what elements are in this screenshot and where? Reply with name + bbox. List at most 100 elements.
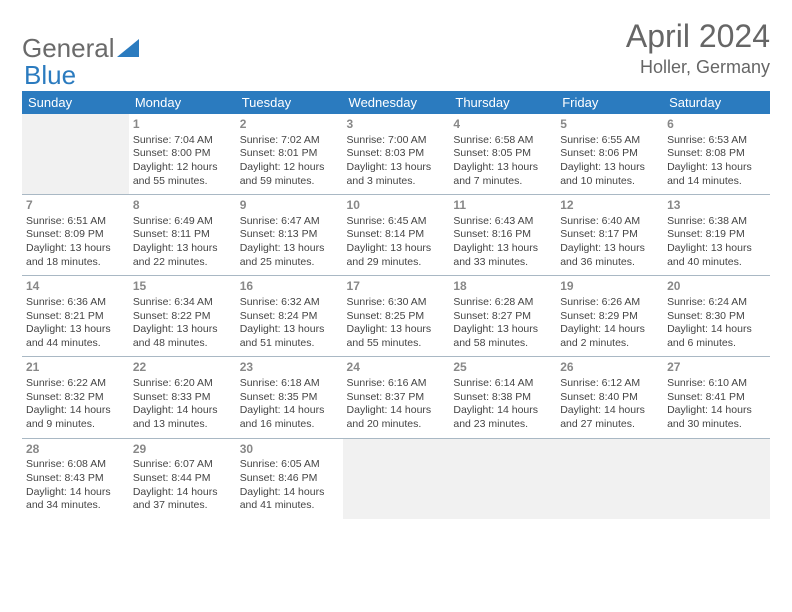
sunrise-text: Sunrise: 6:18 AM — [240, 377, 339, 391]
daylight-text: Daylight: 14 hours and 2 minutes. — [560, 323, 659, 350]
day-header: Friday — [556, 91, 663, 114]
sunrise-text: Sunrise: 6:16 AM — [347, 377, 446, 391]
sunset-text: Sunset: 8:16 PM — [453, 228, 552, 242]
calendar-day-cell: 8Sunrise: 6:49 AMSunset: 8:11 PMDaylight… — [129, 195, 236, 276]
day-number: 10 — [347, 198, 446, 214]
sunset-text: Sunset: 8:37 PM — [347, 391, 446, 405]
calendar-day-cell: 12Sunrise: 6:40 AMSunset: 8:17 PMDayligh… — [556, 195, 663, 276]
sunset-text: Sunset: 8:01 PM — [240, 147, 339, 161]
logo-triangle-icon — [117, 39, 139, 57]
sunset-text: Sunset: 8:11 PM — [133, 228, 232, 242]
day-number: 9 — [240, 198, 339, 214]
day-number: 3 — [347, 117, 446, 133]
day-number: 25 — [453, 360, 552, 376]
sunset-text: Sunset: 8:09 PM — [26, 228, 125, 242]
calendar-empty-cell — [449, 438, 556, 519]
sunset-text: Sunset: 8:38 PM — [453, 391, 552, 405]
calendar-day-cell: 6Sunrise: 6:53 AMSunset: 8:08 PMDaylight… — [663, 114, 770, 195]
sunrise-text: Sunrise: 6:55 AM — [560, 134, 659, 148]
sunrise-text: Sunrise: 6:53 AM — [667, 134, 766, 148]
daylight-text: Daylight: 14 hours and 23 minutes. — [453, 404, 552, 431]
daylight-text: Daylight: 13 hours and 7 minutes. — [453, 161, 552, 188]
day-number: 17 — [347, 279, 446, 295]
day-number: 13 — [667, 198, 766, 214]
sunrise-text: Sunrise: 6:32 AM — [240, 296, 339, 310]
calendar-day-cell: 25Sunrise: 6:14 AMSunset: 8:38 PMDayligh… — [449, 357, 556, 438]
day-number: 28 — [26, 442, 125, 458]
day-number: 22 — [133, 360, 232, 376]
daylight-text: Daylight: 13 hours and 51 minutes. — [240, 323, 339, 350]
daylight-text: Daylight: 14 hours and 6 minutes. — [667, 323, 766, 350]
day-number: 1 — [133, 117, 232, 133]
daylight-text: Daylight: 14 hours and 37 minutes. — [133, 486, 232, 513]
sunrise-text: Sunrise: 6:10 AM — [667, 377, 766, 391]
sunrise-text: Sunrise: 7:02 AM — [240, 134, 339, 148]
daylight-text: Daylight: 12 hours and 55 minutes. — [133, 161, 232, 188]
calendar-day-cell: 28Sunrise: 6:08 AMSunset: 8:43 PMDayligh… — [22, 438, 129, 519]
sunrise-text: Sunrise: 6:47 AM — [240, 215, 339, 229]
sunset-text: Sunset: 8:03 PM — [347, 147, 446, 161]
sunset-text: Sunset: 8:29 PM — [560, 310, 659, 324]
day-number: 11 — [453, 198, 552, 214]
daylight-text: Daylight: 13 hours and 25 minutes. — [240, 242, 339, 269]
daylight-text: Daylight: 13 hours and 29 minutes. — [347, 242, 446, 269]
sunset-text: Sunset: 8:19 PM — [667, 228, 766, 242]
sunrise-text: Sunrise: 6:28 AM — [453, 296, 552, 310]
calendar-day-cell: 21Sunrise: 6:22 AMSunset: 8:32 PMDayligh… — [22, 357, 129, 438]
calendar-day-cell: 5Sunrise: 6:55 AMSunset: 8:06 PMDaylight… — [556, 114, 663, 195]
day-number: 23 — [240, 360, 339, 376]
calendar-day-cell: 30Sunrise: 6:05 AMSunset: 8:46 PMDayligh… — [236, 438, 343, 519]
sunset-text: Sunset: 8:25 PM — [347, 310, 446, 324]
sunset-text: Sunset: 8:00 PM — [133, 147, 232, 161]
calendar-header-row: SundayMondayTuesdayWednesdayThursdayFrid… — [22, 91, 770, 114]
daylight-text: Daylight: 14 hours and 16 minutes. — [240, 404, 339, 431]
day-number: 14 — [26, 279, 125, 295]
calendar-day-cell: 20Sunrise: 6:24 AMSunset: 8:30 PMDayligh… — [663, 276, 770, 357]
calendar-week-row: 1Sunrise: 7:04 AMSunset: 8:00 PMDaylight… — [22, 114, 770, 195]
calendar-empty-cell — [343, 438, 450, 519]
daylight-text: Daylight: 13 hours and 48 minutes. — [133, 323, 232, 350]
day-number: 12 — [560, 198, 659, 214]
day-number: 16 — [240, 279, 339, 295]
calendar-week-row: 21Sunrise: 6:22 AMSunset: 8:32 PMDayligh… — [22, 357, 770, 438]
day-number: 26 — [560, 360, 659, 376]
daylight-text: Daylight: 13 hours and 44 minutes. — [26, 323, 125, 350]
calendar-day-cell: 27Sunrise: 6:10 AMSunset: 8:41 PMDayligh… — [663, 357, 770, 438]
logo-text-1: General — [22, 33, 115, 64]
calendar-day-cell: 13Sunrise: 6:38 AMSunset: 8:19 PMDayligh… — [663, 195, 770, 276]
calendar-day-cell: 10Sunrise: 6:45 AMSunset: 8:14 PMDayligh… — [343, 195, 450, 276]
daylight-text: Daylight: 13 hours and 10 minutes. — [560, 161, 659, 188]
day-number: 15 — [133, 279, 232, 295]
day-number: 29 — [133, 442, 232, 458]
day-number: 2 — [240, 117, 339, 133]
sunrise-text: Sunrise: 6:14 AM — [453, 377, 552, 391]
sunset-text: Sunset: 8:40 PM — [560, 391, 659, 405]
day-header: Tuesday — [236, 91, 343, 114]
day-header: Saturday — [663, 91, 770, 114]
calendar-day-cell: 18Sunrise: 6:28 AMSunset: 8:27 PMDayligh… — [449, 276, 556, 357]
sunrise-text: Sunrise: 6:43 AM — [453, 215, 552, 229]
sunset-text: Sunset: 8:22 PM — [133, 310, 232, 324]
logo-text-2: Blue — [24, 60, 76, 90]
day-header: Wednesday — [343, 91, 450, 114]
day-number: 6 — [667, 117, 766, 133]
location-label: Holler, Germany — [626, 57, 770, 78]
sunset-text: Sunset: 8:33 PM — [133, 391, 232, 405]
sunset-text: Sunset: 8:41 PM — [667, 391, 766, 405]
sunrise-text: Sunrise: 6:45 AM — [347, 215, 446, 229]
daylight-text: Daylight: 14 hours and 20 minutes. — [347, 404, 446, 431]
daylight-text: Daylight: 14 hours and 27 minutes. — [560, 404, 659, 431]
daylight-text: Daylight: 13 hours and 33 minutes. — [453, 242, 552, 269]
daylight-text: Daylight: 13 hours and 18 minutes. — [26, 242, 125, 269]
daylight-text: Daylight: 14 hours and 30 minutes. — [667, 404, 766, 431]
sunrise-text: Sunrise: 6:08 AM — [26, 458, 125, 472]
day-number: 5 — [560, 117, 659, 133]
logo: General — [22, 33, 139, 64]
calendar-day-cell: 19Sunrise: 6:26 AMSunset: 8:29 PMDayligh… — [556, 276, 663, 357]
sunset-text: Sunset: 8:05 PM — [453, 147, 552, 161]
day-number: 8 — [133, 198, 232, 214]
daylight-text: Daylight: 12 hours and 59 minutes. — [240, 161, 339, 188]
calendar-day-cell: 26Sunrise: 6:12 AMSunset: 8:40 PMDayligh… — [556, 357, 663, 438]
sunset-text: Sunset: 8:06 PM — [560, 147, 659, 161]
calendar-day-cell: 14Sunrise: 6:36 AMSunset: 8:21 PMDayligh… — [22, 276, 129, 357]
